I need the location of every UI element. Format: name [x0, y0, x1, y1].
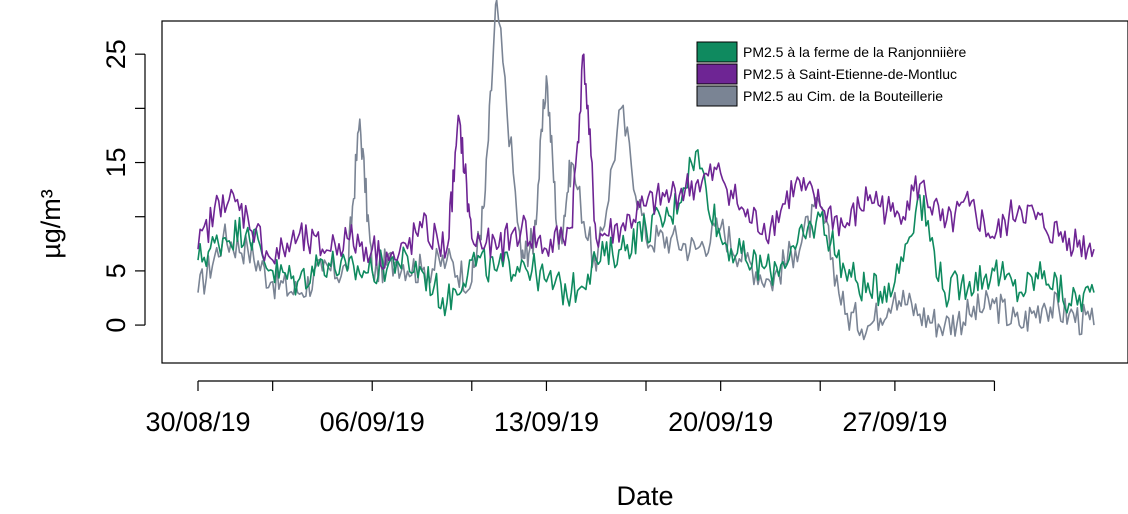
x-tick-label: 20/09/19 — [668, 407, 773, 437]
y-axis: 0 5 15 25 — [101, 39, 145, 332]
x-tick-label: 06/09/19 — [320, 407, 425, 437]
series-line-2 — [198, 150, 1094, 316]
y-axis-title: µg/m³ — [36, 189, 66, 259]
x-axis-title: Date — [616, 481, 673, 511]
legend-label: PM2.5 à Saint-Etienne-de-Montluc — [743, 66, 957, 82]
legend-swatch — [697, 42, 737, 62]
y-tick-label: 5 — [101, 263, 131, 278]
legend-swatch — [697, 64, 737, 84]
y-tick-label: 15 — [101, 147, 131, 177]
legend: PM2.5 à la ferme de la Ranjonniière PM2.5… — [697, 42, 967, 106]
legend-label: PM2.5 à la ferme de la Ranjonniière — [743, 44, 967, 60]
legend-label: PM2.5 au Cim. de la Bouteillerie — [743, 88, 943, 104]
y-tick-label: 0 — [101, 318, 131, 333]
x-tick-label: 13/09/19 — [494, 407, 599, 437]
x-tick-label: 27/09/19 — [842, 407, 947, 437]
x-tick-label: 30/08/19 — [145, 407, 250, 437]
x-axis: 30/08/19 06/09/19 13/09/19 20/09/19 27/09/19 — [145, 381, 994, 437]
legend-swatch — [697, 86, 737, 106]
y-tick-label: 25 — [101, 39, 131, 69]
